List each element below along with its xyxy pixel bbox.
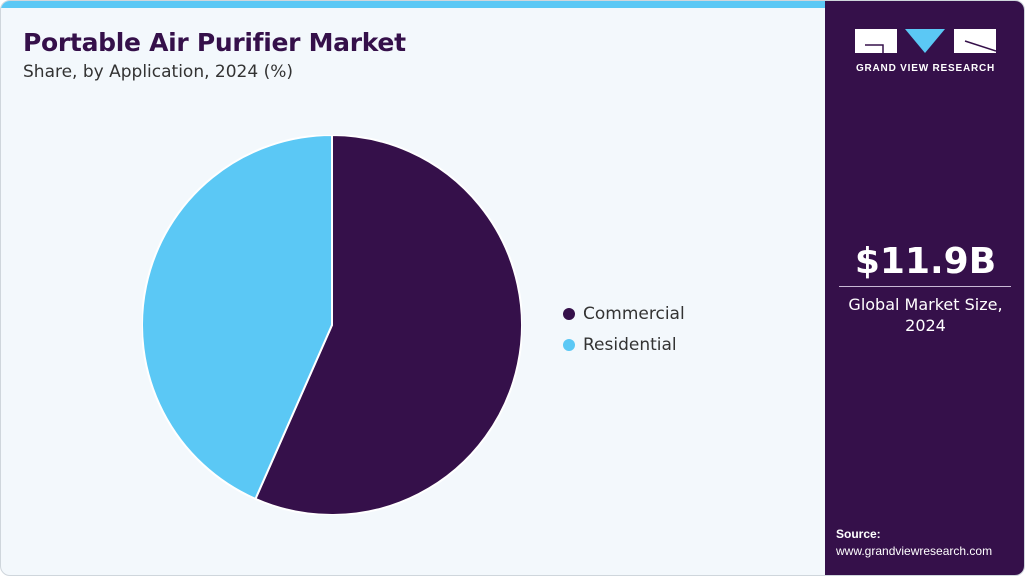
legend-label: Residential xyxy=(583,334,677,355)
source-url[interactable]: www.grandviewresearch.com xyxy=(836,544,993,558)
pie-slice-commercial xyxy=(254,135,522,515)
legend-swatch-residential xyxy=(563,338,575,351)
accent-bar xyxy=(1,1,825,8)
brand-panel: GRAND VIEW RESEARCH $11.9B Global Market… xyxy=(825,1,1024,575)
legend-item-commercial: Commercial xyxy=(563,298,685,329)
market-size-label: Global Market Size, 2024 xyxy=(825,294,1024,336)
market-size-label-line1: Global Market Size, xyxy=(848,295,1003,314)
chart-title: Portable Air Purifier Market xyxy=(23,28,406,57)
divider xyxy=(839,286,1011,287)
legend-label: Commercial xyxy=(583,303,685,324)
pie-chart xyxy=(142,135,522,515)
gvr-logo-icon xyxy=(855,29,996,53)
source-label: Source: xyxy=(836,527,881,541)
chart-subtitle: Share, by Application, 2024 (%) xyxy=(23,62,293,82)
legend-item-residential: Residential xyxy=(563,329,685,360)
brand-name: GRAND VIEW RESEARCH xyxy=(855,63,996,74)
legend: Commercial Residential xyxy=(563,298,685,360)
pie-slice-residential xyxy=(142,135,333,501)
legend-swatch-commercial xyxy=(563,307,575,320)
market-size-label-line2: 2024 xyxy=(905,316,946,335)
market-size-value: $11.9B xyxy=(854,241,997,282)
